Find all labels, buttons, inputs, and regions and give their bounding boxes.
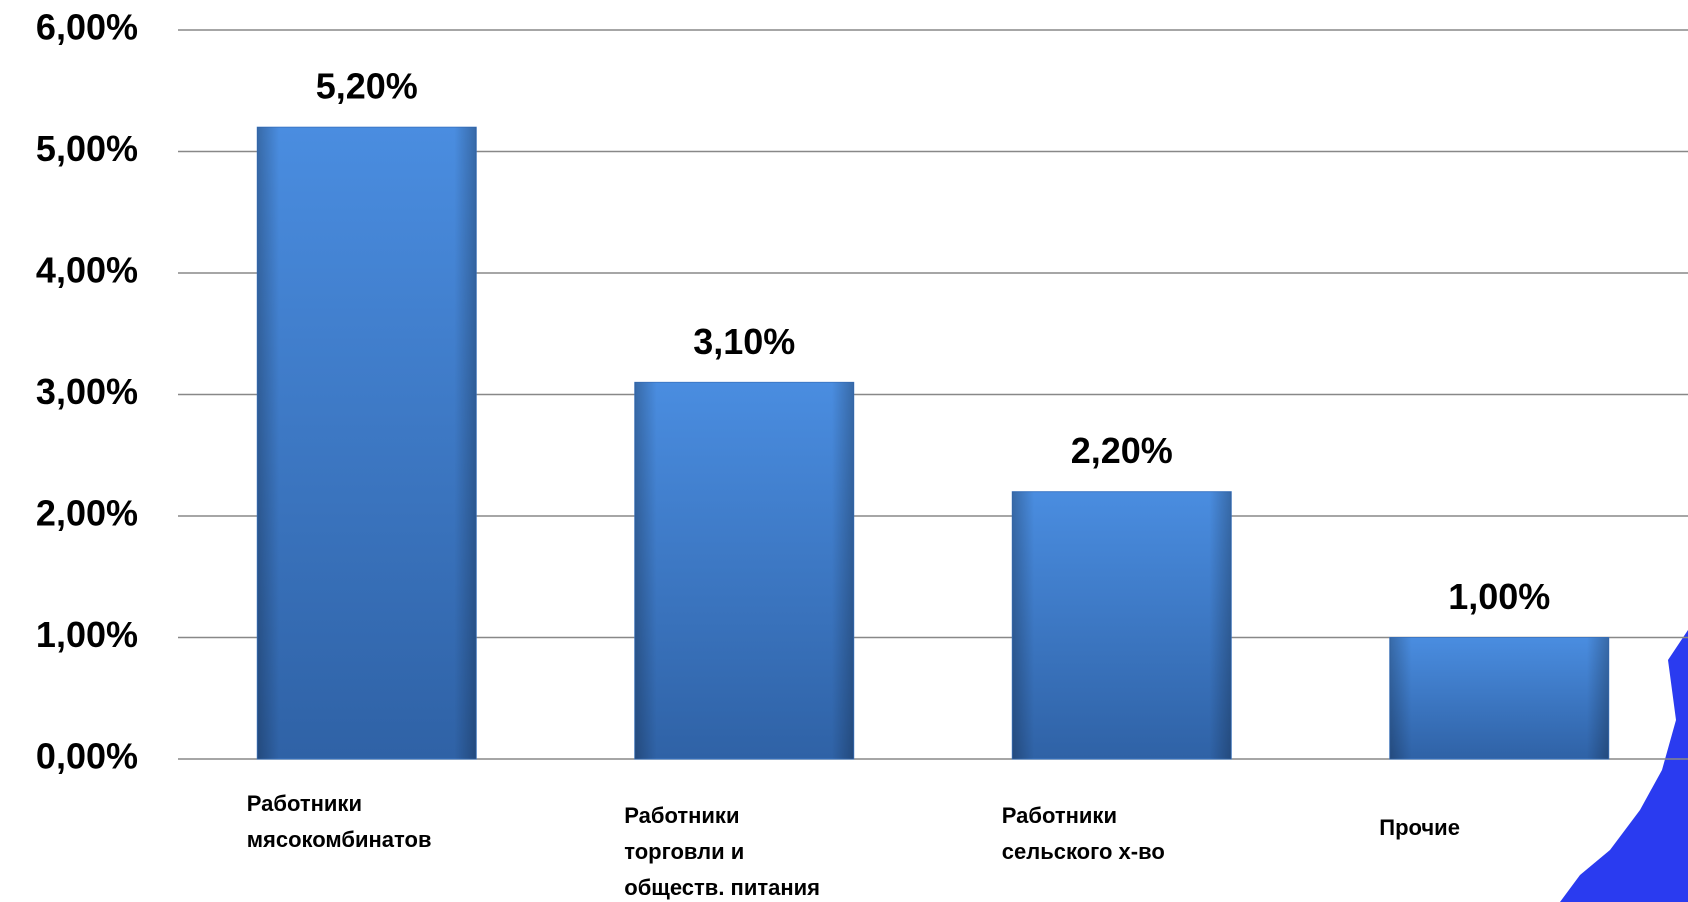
x-tick-label: Работники мясокомбинатов (246, 791, 432, 852)
bar-shade (1389, 637, 1609, 759)
bar-shade (634, 382, 854, 759)
y-tick-label: 5,00% (36, 128, 138, 169)
value-label: 1,00% (1448, 576, 1550, 617)
y-tick-label: 4,00% (36, 250, 138, 291)
value-label: 3,10% (693, 321, 795, 362)
x-tick-label: Прочие (1379, 815, 1460, 840)
y-tick-label: 0,00% (36, 736, 138, 777)
bar-shade (1012, 491, 1232, 759)
decoration (1560, 630, 1688, 902)
x-tick-label: Работники сельского х-во (1001, 803, 1165, 864)
value-label: 2,20% (1071, 430, 1173, 471)
y-tick-label: 2,00% (36, 493, 138, 534)
x-tick-label: Работники торговли и обществ. питания (624, 803, 821, 900)
value-label: 5,20% (316, 66, 418, 107)
y-tick-label: 1,00% (36, 614, 138, 655)
bar-shade (257, 127, 477, 759)
y-tick-label: 3,00% (36, 371, 138, 412)
y-tick-label: 6,00% (36, 7, 138, 48)
